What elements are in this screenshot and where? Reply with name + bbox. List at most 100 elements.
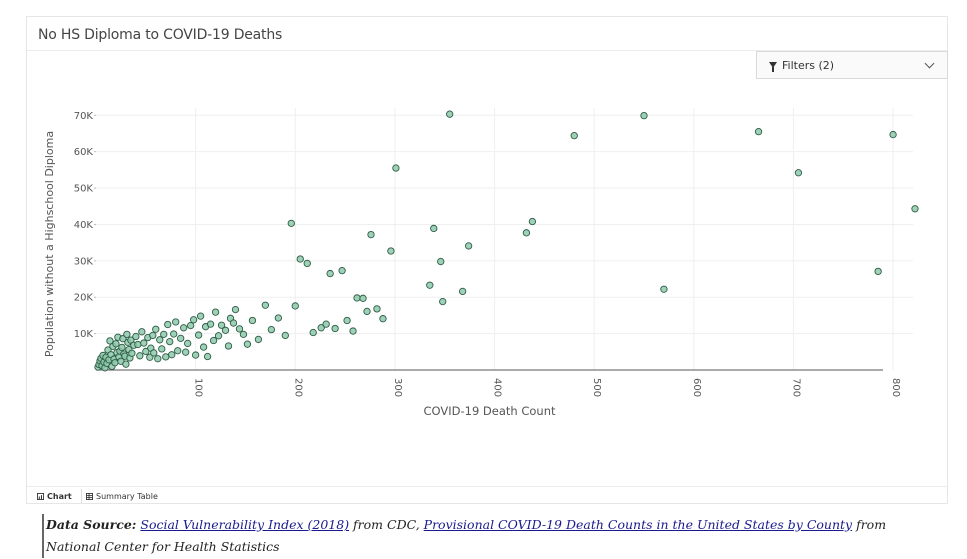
data-point [343, 316, 351, 325]
source-suffix: from National Center for Health Statisti… [46, 517, 887, 554]
chart-card: No HS Diploma to COVID-19 Deaths Filters… [26, 16, 948, 504]
y-tick-label: 40K [74, 220, 94, 231]
tab-chart[interactable]: Chart [33, 489, 76, 503]
x-tick-label: 100 [193, 378, 204, 397]
data-point [156, 336, 164, 344]
data-point [446, 110, 454, 118]
y-tick-label: 30K [74, 256, 94, 267]
x-tick-label: 800 [890, 378, 901, 397]
x-tick-label: 600 [691, 378, 702, 397]
data-point [174, 347, 182, 355]
data-point [217, 321, 226, 329]
data-point [353, 294, 361, 302]
data-point [338, 267, 346, 275]
data-point [373, 305, 381, 313]
data-point [224, 342, 233, 350]
data-point [437, 257, 445, 266]
data-point [287, 219, 295, 228]
data-point [180, 324, 188, 332]
data-point [239, 330, 248, 338]
data-point [146, 353, 154, 361]
data-point [459, 287, 467, 296]
data-point [189, 316, 198, 324]
table-icon [86, 492, 93, 500]
data-point [206, 320, 215, 328]
chart-title: No HS Diploma to COVID-19 Deaths [38, 27, 283, 43]
data-point [119, 335, 127, 343]
x-tick-label: 300 [392, 378, 403, 397]
data-point [187, 321, 195, 330]
data-point [118, 343, 126, 352]
data-point [363, 307, 371, 316]
y-axis-title: Population without a Highschool Diploma [43, 131, 56, 357]
data-point [326, 269, 334, 278]
data-point [392, 164, 400, 172]
tab-chart-label: Chart [47, 491, 72, 501]
data-point [464, 242, 473, 250]
data-point [379, 315, 387, 323]
data-point [112, 340, 120, 348]
data-point [349, 327, 357, 335]
y-tick-label: 60K [74, 147, 94, 158]
data-point [184, 339, 192, 348]
data-point [430, 224, 438, 233]
title-divider [27, 50, 947, 51]
data-point [231, 305, 240, 314]
y-tick-label: 20K [74, 293, 94, 304]
data-point [194, 331, 203, 339]
data-point [331, 324, 339, 333]
data-point [138, 328, 146, 336]
tab-summary-table[interactable]: Summary Table [81, 489, 162, 503]
data-point [132, 332, 140, 341]
data-point [296, 255, 304, 263]
data-point [214, 332, 223, 340]
data-point [235, 325, 244, 333]
x-tick-label: 500 [591, 378, 602, 397]
data-point [322, 320, 330, 328]
data-point [123, 330, 131, 338]
data-point [528, 217, 537, 226]
scatter-chart: 10K 20K 30K 40K 50K 60K 70K 100 200 300 400 500 600 7… [43, 108, 919, 418]
svi-link[interactable]: Social Vulnerability Index (2018) [140, 517, 350, 532]
data-point [281, 331, 289, 340]
data-point [889, 130, 897, 139]
data-point [794, 169, 803, 177]
data-point [211, 308, 220, 316]
data-point [303, 259, 311, 268]
data-point [317, 324, 325, 332]
data-point [152, 325, 160, 333]
data-point [874, 267, 882, 276]
filter-funnel-icon [769, 62, 777, 72]
data-point [164, 320, 172, 329]
x-axis-title: COVID-19 Death Count [423, 404, 556, 418]
data-point [367, 230, 375, 239]
data-point [177, 334, 185, 342]
data-point [274, 314, 282, 322]
data-point [168, 351, 176, 359]
data-point [254, 335, 263, 344]
data-point [199, 343, 208, 351]
data-point [660, 285, 668, 293]
filters-label: Filters (2) [782, 59, 835, 72]
y-tick-label: 50K [74, 184, 94, 195]
x-tick-label: 200 [292, 378, 303, 397]
data-point [221, 326, 230, 334]
data-point [134, 340, 142, 349]
covid-deaths-link[interactable]: Provisional COVID-19 Death Counts in the… [423, 517, 853, 532]
data-point [261, 301, 270, 309]
data-point [166, 337, 174, 346]
tabs-divider [27, 486, 947, 487]
data-point [170, 330, 178, 338]
data-point [570, 132, 578, 140]
data-point [149, 331, 157, 340]
data-point [106, 337, 114, 345]
data-point [150, 349, 158, 357]
data-point [309, 328, 317, 337]
data-point [111, 359, 119, 367]
data-point [209, 336, 218, 345]
data-point [911, 205, 919, 213]
data-point [754, 128, 763, 136]
data-source-note: Data Source: Social Vulnerability Index … [42, 514, 922, 558]
data-point [172, 318, 180, 326]
filters-dropdown[interactable]: Filters (2) [756, 51, 948, 79]
